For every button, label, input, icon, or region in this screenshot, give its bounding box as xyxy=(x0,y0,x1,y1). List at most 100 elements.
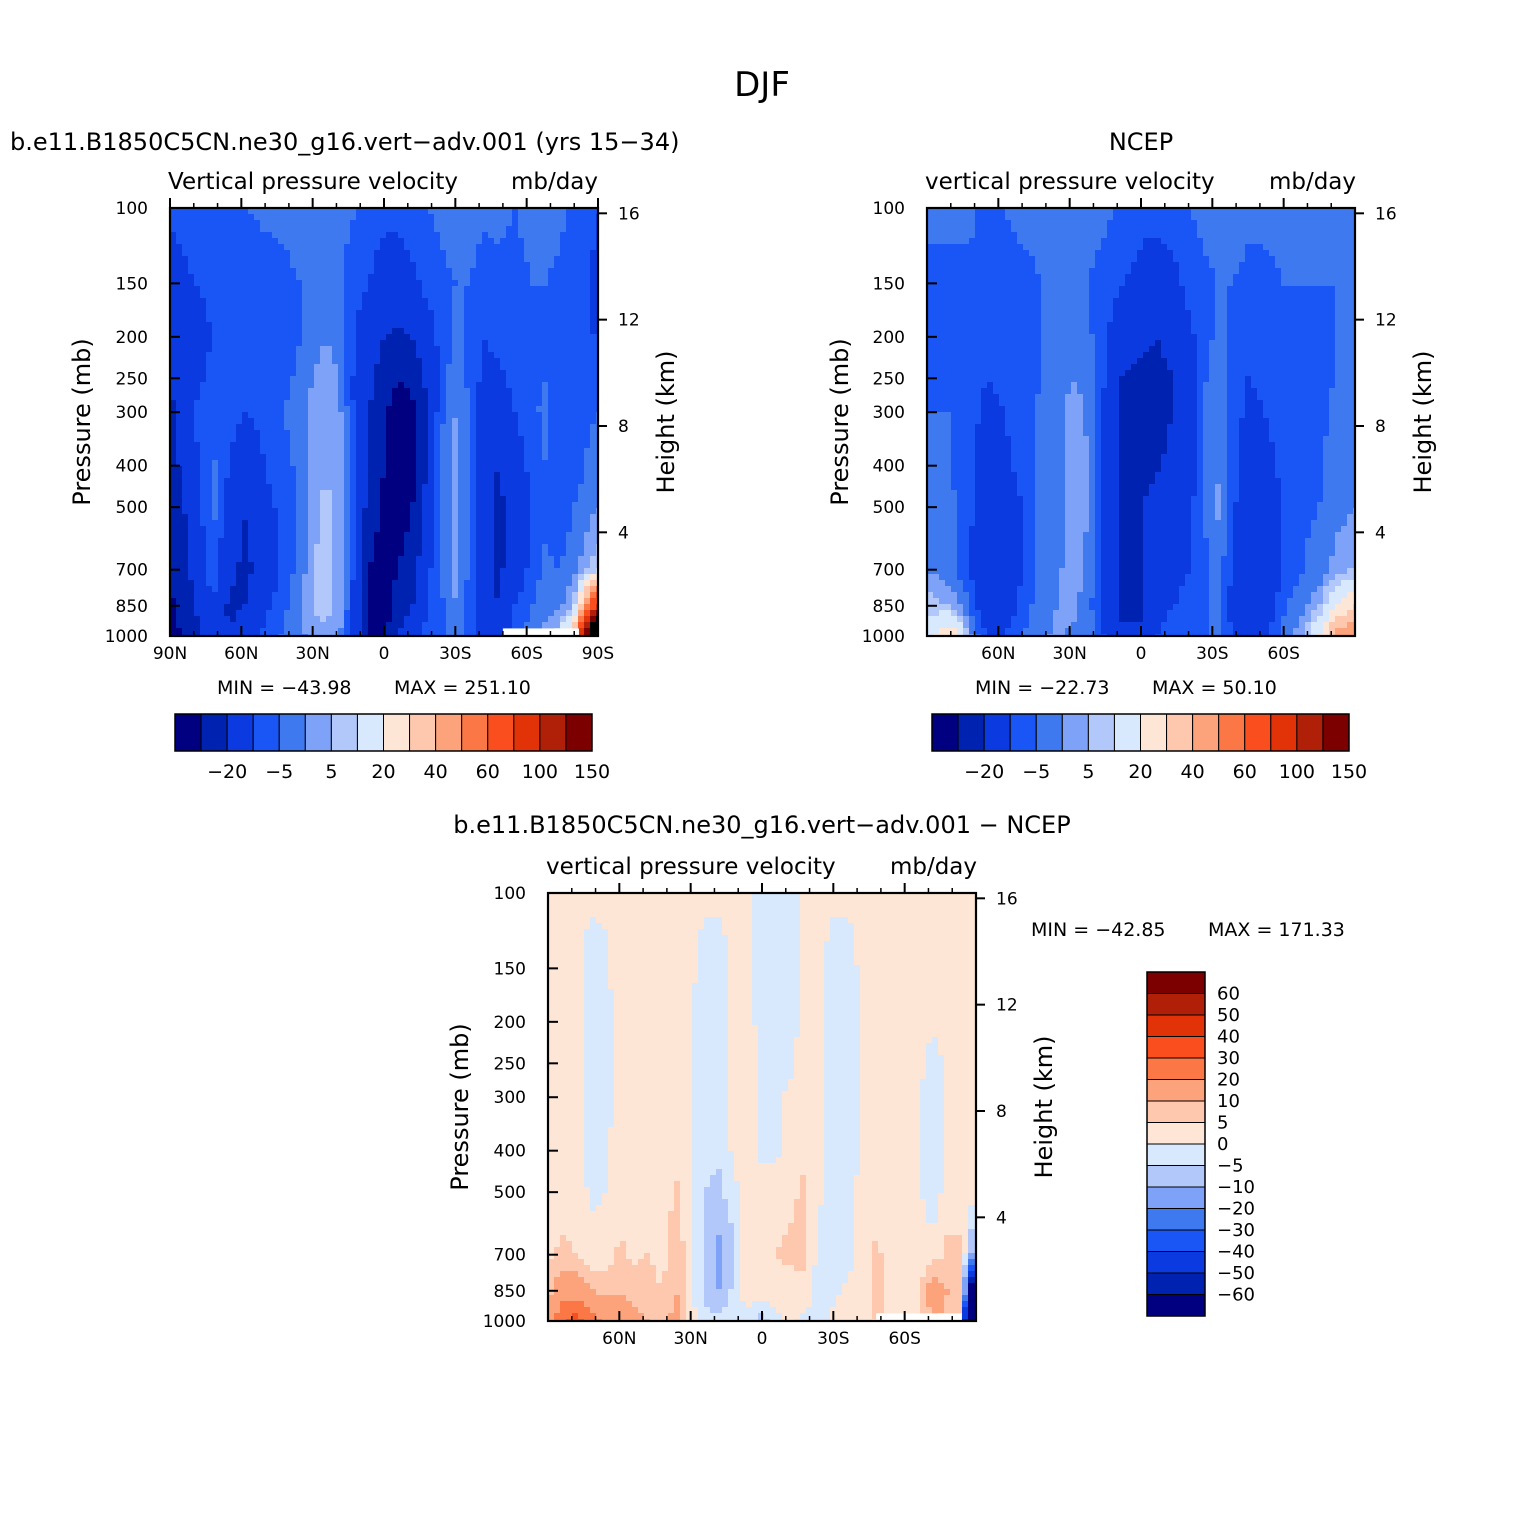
model-field-cell xyxy=(482,346,489,353)
model-field-cell xyxy=(302,286,309,293)
model-field-cell xyxy=(224,280,231,287)
model-field-cell xyxy=(188,268,195,275)
model-field-cell xyxy=(476,502,483,509)
model-field-cell xyxy=(320,574,327,581)
model-field-cell xyxy=(230,580,237,587)
model-field-cell xyxy=(212,478,219,485)
model-field-cell xyxy=(500,358,507,365)
model-field-cell xyxy=(542,256,549,263)
model-field-cell xyxy=(170,292,177,299)
model-field-cell xyxy=(254,322,261,329)
model-field-cell xyxy=(260,328,267,335)
model-field-cell xyxy=(368,388,375,395)
model-field-cell xyxy=(212,256,219,263)
model-field-cell xyxy=(506,364,513,371)
model-field-cell xyxy=(200,616,207,623)
model-field-cell xyxy=(386,250,393,257)
model-field-cell xyxy=(410,460,417,467)
model-field-cell xyxy=(254,208,261,215)
model-field-cell xyxy=(176,340,183,347)
model-field-cell xyxy=(182,478,189,485)
model-field-cell xyxy=(530,364,537,371)
model-field-cell xyxy=(362,514,369,521)
model-field-cell xyxy=(572,238,579,245)
model-field-cell xyxy=(404,454,411,461)
model-field-cell xyxy=(440,466,447,473)
model-field-cell xyxy=(260,244,267,251)
model-field-cell xyxy=(200,400,207,407)
model-field-cell xyxy=(404,610,411,617)
model-field-cell xyxy=(380,382,387,389)
model-field-cell xyxy=(530,574,537,581)
model-field-cell xyxy=(560,322,567,329)
model-field-cell xyxy=(344,580,351,587)
model-field-cell xyxy=(548,442,555,449)
model-field-cell xyxy=(536,466,543,473)
model-field-cell xyxy=(188,556,195,563)
model-field-cell xyxy=(194,328,201,335)
model-field-cell xyxy=(560,220,567,227)
model-field-cell xyxy=(482,622,489,629)
model-field-cell xyxy=(404,478,411,485)
model-field-cell xyxy=(566,484,573,491)
model-field-cell xyxy=(206,412,213,419)
model-field-cell xyxy=(362,346,369,353)
model-field-cell xyxy=(236,346,243,353)
model-field-cell xyxy=(464,538,471,545)
model-field-cell xyxy=(188,496,195,503)
model-field-cell xyxy=(452,208,459,215)
model-field-cell xyxy=(254,304,261,311)
model-field-cell xyxy=(416,526,423,533)
model-field-cell xyxy=(518,490,525,497)
model-field-cell xyxy=(542,592,549,599)
model-field-cell xyxy=(398,280,405,287)
model-field-cell xyxy=(476,526,483,533)
model-field-cell xyxy=(416,226,423,233)
model-field-cell xyxy=(536,382,543,389)
model-field-cell xyxy=(194,418,201,425)
model-field-cell xyxy=(452,556,459,563)
model-field-cell xyxy=(194,244,201,251)
model-field-cell xyxy=(398,616,405,623)
model-field-cell xyxy=(572,472,579,479)
model-field-cell xyxy=(212,358,219,365)
model-field-cell xyxy=(326,568,333,575)
model-field-cell xyxy=(554,292,561,299)
model-field-cell xyxy=(248,226,255,233)
model-field-cell xyxy=(440,382,447,389)
model-field-cell xyxy=(374,334,381,341)
model-field-cell xyxy=(218,598,225,605)
model-field-cell xyxy=(326,262,333,269)
model-field-cell xyxy=(284,628,291,635)
model-field-cell xyxy=(320,448,327,455)
model-field-cell xyxy=(542,556,549,563)
model-field-cell xyxy=(308,532,315,539)
model-field-cell xyxy=(242,484,249,491)
model-field-cell xyxy=(212,544,219,551)
model-field-cell xyxy=(260,274,267,281)
model-field-cell xyxy=(386,502,393,509)
model-field-cell xyxy=(296,556,303,563)
model-field-cell xyxy=(584,256,591,263)
model-field-cell xyxy=(290,382,297,389)
model-field-cell xyxy=(284,346,291,353)
model-field-cell xyxy=(452,316,459,323)
model-field-cell xyxy=(254,346,261,353)
model-field-cell xyxy=(476,616,483,623)
model-field-cell xyxy=(296,586,303,593)
model-field-cell xyxy=(254,418,261,425)
model-field-cell xyxy=(536,604,543,611)
model-field-cell xyxy=(518,280,525,287)
model-field-cell xyxy=(290,496,297,503)
model-field-cell xyxy=(182,274,189,281)
model-field-cell xyxy=(326,628,333,635)
model-field-cell xyxy=(206,502,213,509)
model-field-cell xyxy=(542,232,549,239)
model-field-cell xyxy=(524,580,531,587)
model-field-cell xyxy=(518,586,525,593)
model-field-cell xyxy=(194,472,201,479)
model-field-cell xyxy=(302,508,309,515)
model-field-cell xyxy=(278,472,285,479)
model-field-cell xyxy=(344,526,351,533)
model-field-cell xyxy=(440,364,447,371)
